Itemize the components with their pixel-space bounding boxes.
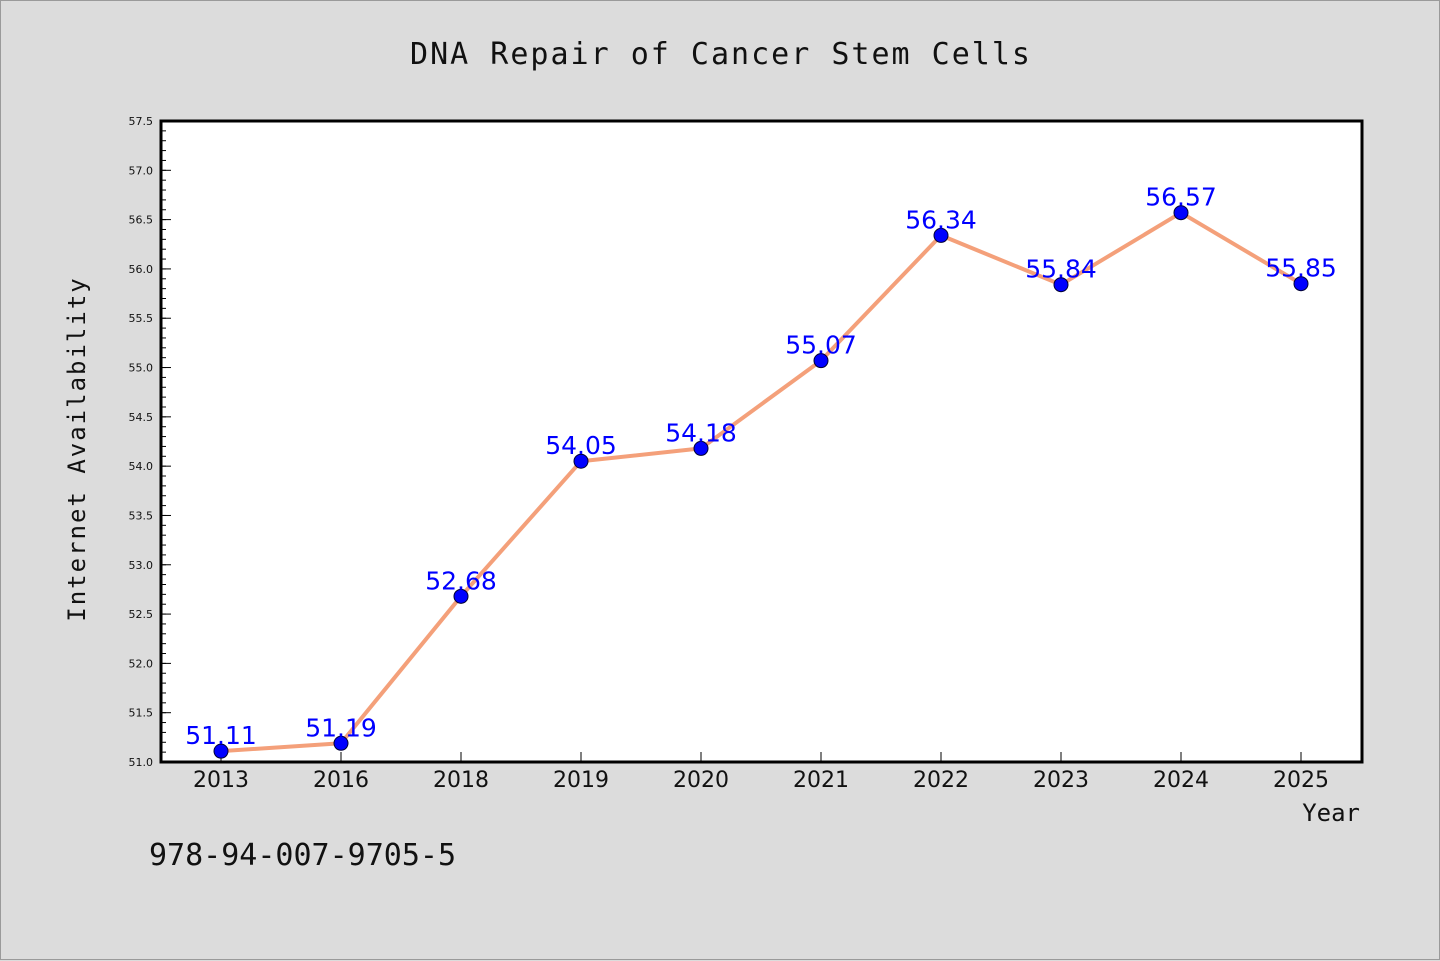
data-point [1053,277,1069,293]
y-axis: 51.0 51.5 52.0 52.5 53.0 53.5 54.0 54.5 55.0 55.5… [129,115,171,769]
data-label: 56.34 [905,205,977,234]
data-point [1293,276,1309,292]
x-axis: 2013 2016 2018 2019 2020 2021 2022 2023 2024 2025 [193,752,1329,793]
data-point [453,588,469,604]
y-axis-label: Internet Availability [63,276,91,621]
y-tick-label: 55.5 [129,312,154,325]
data-label: 55.85 [1265,254,1337,283]
x-tick-label: 2013 [193,768,249,793]
y-tick-label: 54.0 [129,460,154,473]
y-tick-label: 57.0 [129,164,154,177]
x-tick-label: 2020 [673,768,729,793]
data-label: 52.68 [425,566,497,595]
data-point [693,440,709,456]
y-tick-label: 53.0 [129,559,154,572]
series-group: 51.11 51.19 52.68 54.05 54.18 55.07 56.34 55.84… [185,183,1337,759]
x-tick-label: 2018 [433,768,489,793]
y-tick-label: 54.5 [129,411,154,424]
y-tick-label: 57.5 [129,115,154,128]
x-tick-label: 2021 [793,768,849,793]
data-label: 54.05 [545,431,617,460]
data-point [813,353,829,369]
y-tick-label: 55.0 [129,362,154,375]
x-tick-label: 2025 [1273,768,1329,793]
data-point [933,227,949,243]
data-point [573,453,589,469]
data-label: 56.57 [1145,183,1217,212]
y-tick-label: 52.5 [129,608,154,621]
x-tick-label: 2024 [1153,768,1209,793]
footer-code: 978-94-007-9705-5 [149,838,456,873]
data-point [333,735,349,751]
data-point [213,743,229,759]
x-tick-label: 2019 [553,768,609,793]
data-label: 55.84 [1025,255,1097,284]
y-tick-label: 56.5 [129,214,154,227]
y-tick-label: 52.0 [129,657,154,670]
plot-area [159,119,1364,764]
data-label: 51.19 [305,713,377,742]
data-label: 54.18 [665,418,737,447]
data-point [1173,205,1189,221]
data-label: 55.07 [785,331,857,360]
data-label: 51.11 [185,721,257,750]
series-line [220,210,1303,754]
x-tick-label: 2016 [313,768,369,793]
x-tick-label: 2022 [913,768,969,793]
y-tick-label: 51.0 [129,756,154,769]
y-tick-label: 56.0 [129,263,154,276]
y-tick-label: 53.5 [129,509,154,522]
y-tick-label: 51.5 [129,707,154,720]
x-axis-label: Year [1302,799,1360,827]
chart-title: DNA Repair of Cancer Stem Cells [410,37,1032,72]
x-tick-label: 2023 [1033,768,1089,793]
